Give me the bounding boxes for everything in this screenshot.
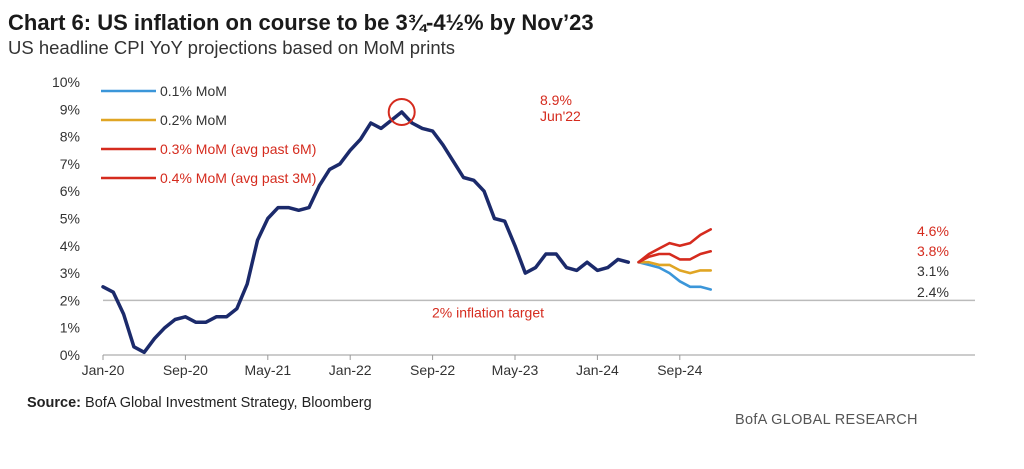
end-value-label: 3.8% [917,243,949,259]
x-axis: Jan-20 Sep-20 May-21 Jan-22 Sep-22 May-23 Jan-… [82,354,975,378]
annotations: 8.9%Jun'22 4.6% 3.8% 3.1% 2.4% [387,92,949,300]
x-tick-label: May-21 [244,362,291,378]
source-text: BofA Global Investment Strategy, Bloombe… [85,395,372,411]
series-line-history [101,110,631,355]
chart-subtitle: US headline CPI YoY projections based on… [8,37,456,58]
brand-mark: BofA GLOBAL RESEARCH [735,412,918,428]
y-axis: 0% 1% 2% 3% 4% 5% 6% 7% 8% 9% 10% [52,74,80,363]
x-tick-label: Sep-22 [410,362,455,378]
x-tick-label: May-23 [492,362,539,378]
y-tick-label: 6% [60,183,80,199]
x-tick-label: Jan-20 [82,362,125,378]
y-tick-label: 7% [60,156,80,172]
source-note: Source: BofA Global Investment Strategy,… [27,395,372,411]
series-line-mom_03 [637,250,713,264]
end-value-label: 4.6% [917,223,949,239]
peak-marker [387,98,416,127]
y-tick-label: 3% [60,265,80,281]
y-tick-label: 1% [60,320,80,336]
end-value-label: 2.4% [917,284,949,300]
y-tick-label: 9% [60,101,80,117]
x-tick-label: Sep-24 [657,362,702,378]
legend-label: 0.1% MoM [160,83,227,99]
x-tick-label: Jan-22 [329,362,372,378]
series-line-mom_04 [637,228,713,264]
y-tick-label: 5% [60,211,80,227]
y-tick-label: 4% [60,238,80,254]
x-tick-label: Jan-24 [576,362,619,378]
chart-title: Chart 6: US inflation on course to be 3¾… [8,10,594,35]
series-line-mom_02 [637,260,713,275]
source-label: Source: [27,395,81,411]
y-tick-label: 8% [60,129,80,145]
inflation-line-chart: 0% 1% 2% 3% 4% 5% 6% 7% 8% 9% 10% Jan-20 Sep-20 May-… [52,74,975,378]
y-tick-label: 2% [60,292,80,308]
series-line-mom_01 [637,260,713,291]
peak-value-label: 8.9% [540,92,572,108]
legend-label: 0.3% MoM (avg past 6M) [160,141,316,157]
inflation-target: 2% inflation target [103,299,975,320]
legend-label: 0.2% MoM [160,112,227,128]
x-tick-label: Sep-20 [163,362,208,378]
legend-label: 0.4% MoM (avg past 3M) [160,170,316,186]
end-value-label: 3.1% [917,263,949,279]
y-tick-label: 10% [52,74,80,90]
peak-date-label: Jun'22 [540,108,581,124]
target-label: 2% inflation target [432,304,544,320]
series-lines [101,110,713,355]
legend: 0.1% MoM 0.2% MoM 0.3% MoM (avg past 6M) 0.… [101,83,316,186]
y-tick-label: 0% [60,347,80,363]
